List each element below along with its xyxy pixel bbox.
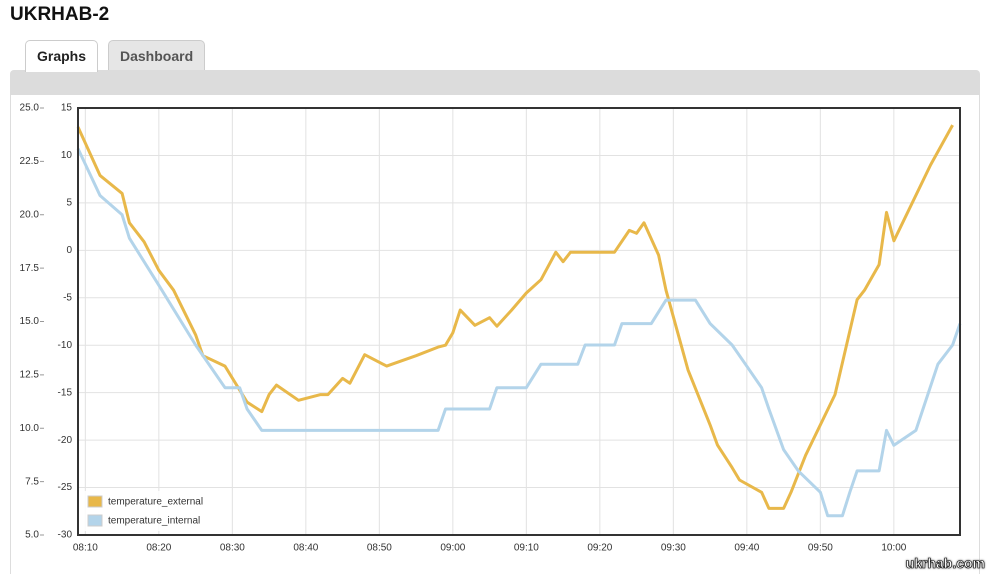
y2-tick-label: 15: [61, 103, 73, 114]
plot-border: [77, 107, 961, 536]
tab-graphs[interactable]: Graphs: [25, 40, 99, 72]
y-tick-label: 20.0: [20, 209, 40, 220]
x-tick-label: 08:10: [73, 543, 98, 554]
plot-background: [78, 108, 960, 535]
y2-tick-label: -25: [58, 482, 73, 493]
tab-dashboard[interactable]: Dashboard: [108, 40, 206, 71]
y-tick-label: 25.0: [20, 103, 40, 114]
panel: [10, 95, 980, 574]
y-tick-label: 10.0: [20, 423, 40, 434]
legend-box: [84, 491, 214, 531]
y-tick-label: 22.5: [20, 156, 40, 167]
x-tick-label: 08:20: [146, 543, 171, 554]
x-tick-label: 09:40: [734, 543, 759, 554]
y2-tick-label: -5: [63, 292, 72, 303]
legend-swatch: [87, 495, 103, 508]
y2-tick-label: -15: [58, 387, 73, 398]
legend-swatch: [87, 514, 103, 527]
panel-header: [10, 70, 980, 95]
x-tick-label: 09:30: [661, 543, 686, 554]
x-tick-label: 08:40: [293, 543, 318, 554]
series-line: [76, 147, 962, 518]
x-tick-label: 08:30: [220, 543, 245, 554]
y-tick-label: 12.5: [20, 370, 40, 381]
y2-tick-label: -20: [58, 435, 73, 446]
x-tick-label: 09:10: [514, 543, 539, 554]
x-tick-label: 09:20: [587, 543, 612, 554]
x-tick-label: 09:50: [808, 543, 833, 554]
y-tick-label: 7.5: [25, 476, 39, 487]
y-tick-label: 15.0: [20, 316, 40, 327]
y2-tick-label: 0: [66, 245, 72, 256]
y2-tick-label: -30: [58, 530, 73, 541]
y-tick-label: 17.5: [20, 263, 40, 274]
x-tick-label: 08:50: [367, 543, 392, 554]
y2-tick-label: 5: [66, 198, 72, 209]
legend-label: temperature_internal: [108, 516, 200, 527]
x-tick-label: 10:00: [881, 543, 906, 554]
x-tick-label: 09:00: [440, 543, 465, 554]
watermark: ukrhab.com: [905, 555, 985, 572]
legend-label: temperature_external: [108, 497, 203, 508]
y-tick-label: 5.0: [25, 530, 39, 541]
y2-tick-label: 10: [61, 150, 73, 161]
page-title: UKRHAB-2: [10, 4, 110, 25]
y2-tick-label: -10: [58, 340, 73, 351]
